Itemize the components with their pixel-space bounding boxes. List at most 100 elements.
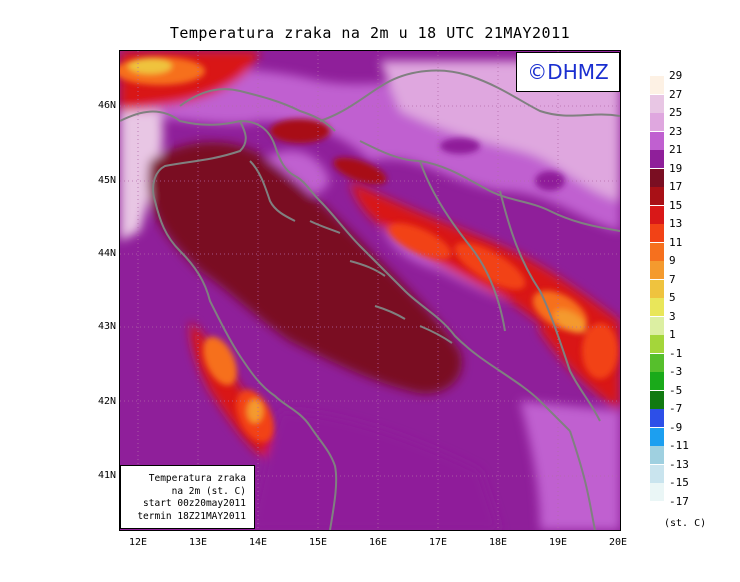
legend-swatch	[650, 279, 664, 298]
dhmz-logo: ©DHMZ	[516, 52, 620, 92]
info-line-start: start 00z20may2011	[143, 498, 246, 509]
legend-swatch	[650, 113, 664, 131]
legend-label: -9	[669, 420, 683, 434]
legend-swatch	[650, 242, 664, 261]
lon-label-17e: 17E	[428, 537, 448, 548]
island-2	[349, 260, 386, 277]
info-line-units: na 2m (st. C)	[171, 485, 246, 497]
cool-spot-serbia	[535, 171, 565, 191]
serbia-border	[499, 190, 601, 422]
legend-label: -11	[669, 439, 689, 452]
legend-swatch	[650, 353, 664, 372]
legend-label: 9	[669, 254, 676, 267]
hot-spot-montenegro-core	[553, 309, 587, 333]
legend-swatch	[650, 187, 664, 205]
temperature-field-lavender-northeast	[380, 61, 620, 201]
legend-label: 13	[669, 217, 683, 230]
legend-label: 29	[669, 69, 683, 82]
bosnia-border	[419, 160, 506, 332]
lon-label-15e: 15E	[308, 537, 328, 548]
legend-swatch	[650, 298, 664, 316]
lat-label-46n: 46N	[97, 100, 116, 111]
legend-label: -1	[669, 346, 683, 360]
legend-label: -5	[669, 383, 683, 397]
temperature-field-south-sea	[250, 411, 500, 530]
legend-swatch	[650, 131, 664, 150]
legend-label: 25	[669, 106, 683, 119]
lon-label-16e: 16E	[368, 537, 388, 548]
hungary-border	[319, 69, 620, 122]
legend-label: 5	[669, 291, 676, 304]
italy-coast	[120, 110, 338, 530]
legend-label: 7	[669, 272, 676, 286]
legend-label: -15	[669, 476, 689, 489]
legend-swatch	[650, 409, 664, 427]
coastlines	[120, 69, 620, 530]
legend-swatch	[650, 224, 664, 242]
legend-swatch	[650, 94, 664, 113]
croatia-coast	[239, 120, 571, 432]
lat-label-41n: 41N	[97, 470, 116, 481]
legend-label: -3	[669, 365, 683, 378]
montenegro-albania-coast	[569, 430, 596, 530]
island-4	[419, 325, 453, 344]
legend-label: 3	[669, 309, 676, 323]
lat-label-42n: 42N	[97, 396, 116, 407]
hot-spot-dalmatia	[333, 157, 387, 185]
lon-label-19e: 19E	[548, 537, 568, 548]
temperature-field-southeast	[520, 401, 620, 530]
lat-label-45n: 45N	[97, 175, 116, 186]
hot-spot-zagreb	[270, 119, 330, 143]
hot-spot-albania	[582, 323, 618, 379]
legend-label: 21	[669, 143, 683, 156]
temperature-field-adriatic	[148, 142, 462, 394]
info-line-termin: termin 18Z21MAY2011	[137, 510, 246, 522]
hot-spot-italy-north	[203, 336, 237, 386]
lon-label-12e: 12E	[128, 537, 148, 548]
lon-label-14e: 14E	[248, 537, 268, 548]
legend-label: -17	[669, 494, 689, 508]
legend-label: -13	[669, 457, 689, 471]
legend-label: 23	[669, 124, 683, 138]
legend-label: 19	[669, 161, 683, 175]
island-1	[309, 220, 341, 234]
lat-label-43n: 43N	[97, 321, 116, 332]
island-3	[374, 305, 406, 320]
legend-label: 1	[669, 328, 676, 341]
legend-swatch	[650, 150, 664, 168]
legend-swatch	[650, 427, 664, 446]
legend-swatch	[650, 168, 664, 187]
lat-label-44n: 44N	[97, 248, 116, 259]
hot-spot-bosnia	[388, 222, 452, 260]
legend-swatch	[650, 464, 664, 483]
lon-label-13e: 13E	[188, 537, 208, 548]
legend-swatch	[650, 446, 664, 464]
lon-label-20e: 20E	[608, 537, 628, 548]
legend-swatch	[650, 372, 664, 390]
legend-swatch	[650, 205, 664, 224]
slovenia-border	[179, 88, 336, 132]
legend-swatch	[650, 76, 664, 94]
cool-spot-hungary	[440, 138, 480, 154]
legend-swatch	[650, 261, 664, 279]
temperature-field-lavender-west	[120, 111, 163, 241]
hot-spot-po-valley-core	[128, 58, 172, 74]
istria-coast	[249, 160, 296, 222]
balkans-border	[359, 140, 620, 232]
info-line-title: Temperatura zraka	[148, 473, 246, 484]
lon-label-18e: 18E	[488, 537, 508, 548]
legend-swatch	[650, 316, 664, 335]
legend-label: 27	[669, 87, 683, 101]
legend-swatch	[650, 390, 664, 409]
temperature-map	[120, 51, 620, 530]
legend-label: 15	[669, 198, 683, 212]
map-title: Temperatura zraka na 2m u 18 UTC 21MAY20…	[169, 24, 571, 42]
info-box: Temperatura zraka na 2m (st. C) start 00…	[120, 465, 255, 529]
legend-unit: (st. C)	[664, 518, 707, 529]
legend-label: 11	[669, 235, 683, 249]
legend-label: -7	[669, 402, 683, 415]
legend-swatch	[650, 483, 664, 501]
legend-label: 17	[669, 180, 683, 193]
legend-swatch	[650, 335, 664, 353]
lat-lon-grid	[120, 51, 620, 530]
